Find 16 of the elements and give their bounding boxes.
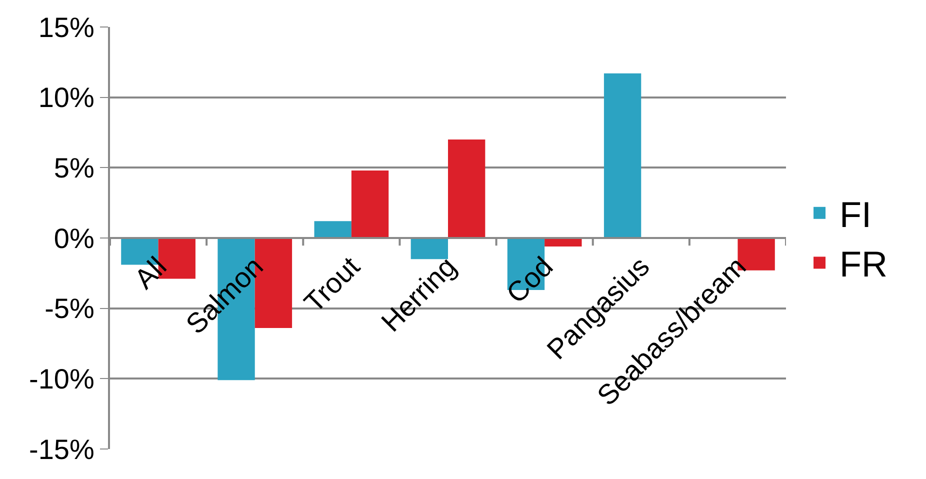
bar xyxy=(544,238,582,246)
y-tick-label: -15% xyxy=(29,434,94,465)
y-tick-label: -10% xyxy=(29,363,94,394)
bar xyxy=(604,73,642,238)
y-tick-label: 0% xyxy=(54,222,94,254)
y-tick-label: 5% xyxy=(54,152,94,184)
bar xyxy=(314,221,352,238)
x-tick-label: All xyxy=(128,250,172,295)
legend-label: FR xyxy=(840,244,888,285)
bar xyxy=(410,238,448,260)
bar xyxy=(351,170,389,238)
y-tick-label: -5% xyxy=(44,293,94,324)
y-tick-label: 15% xyxy=(38,12,94,43)
legend-label: FI xyxy=(840,194,872,235)
y-tick-label: 10% xyxy=(38,82,94,114)
bar xyxy=(448,140,486,238)
